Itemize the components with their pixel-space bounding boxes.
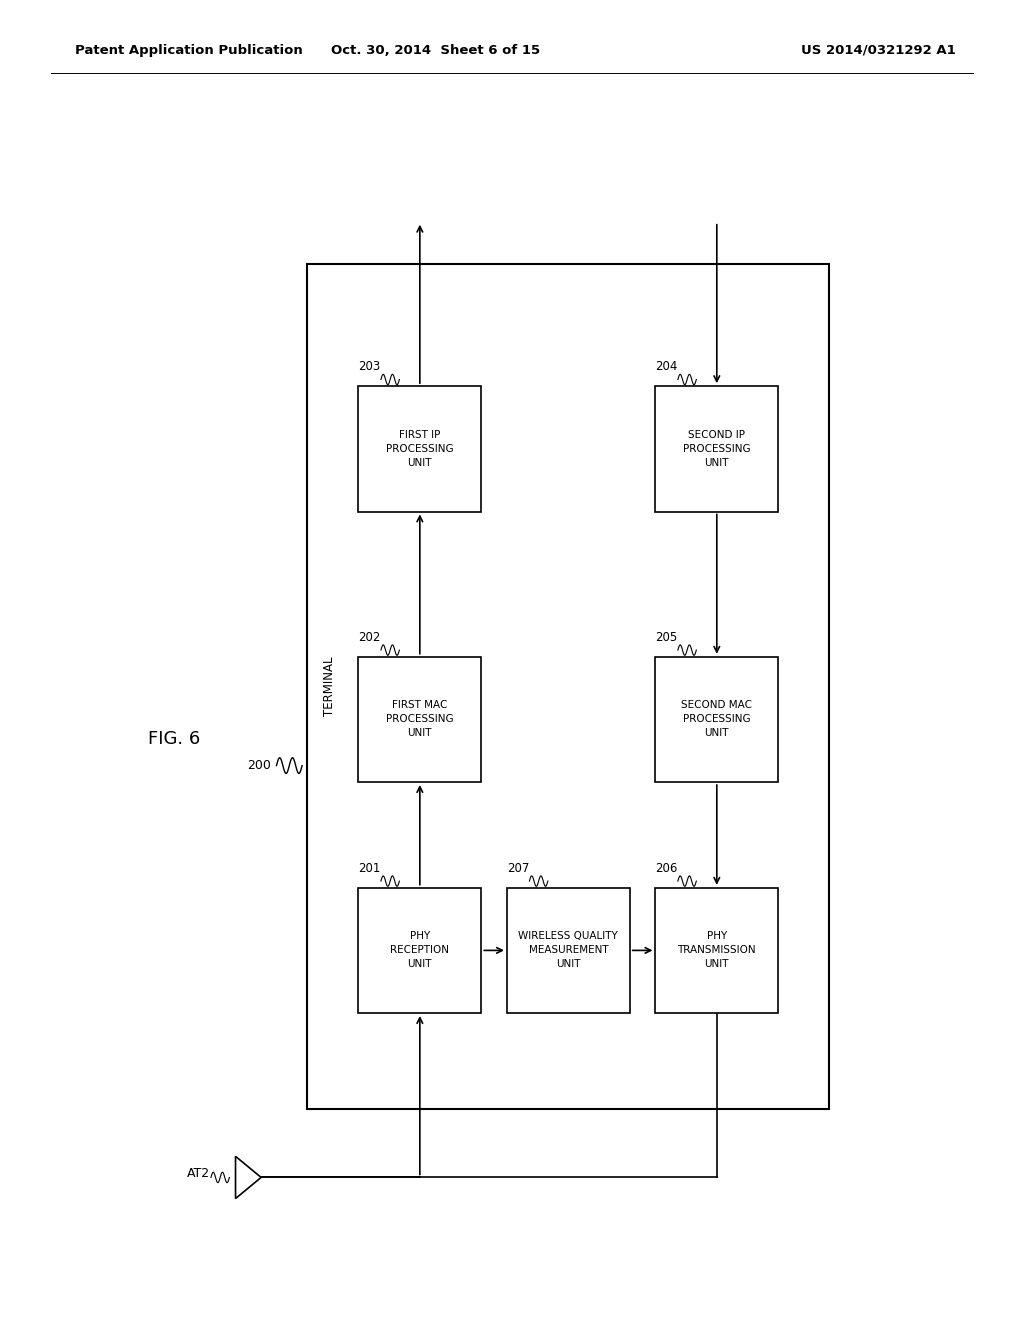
Text: 206: 206 xyxy=(655,862,678,874)
Bar xyxy=(307,264,829,1109)
Bar xyxy=(655,387,778,512)
Text: Oct. 30, 2014  Sheet 6 of 15: Oct. 30, 2014 Sheet 6 of 15 xyxy=(331,44,540,57)
Bar xyxy=(655,657,778,781)
Bar xyxy=(358,887,481,1014)
Text: 200: 200 xyxy=(248,759,271,772)
Text: 204: 204 xyxy=(655,360,678,374)
Text: FIRST IP
PROCESSING
UNIT: FIRST IP PROCESSING UNIT xyxy=(386,430,454,467)
Text: PHY
TRANSMISSION
UNIT: PHY TRANSMISSION UNIT xyxy=(678,932,756,969)
Text: SECOND MAC
PROCESSING
UNIT: SECOND MAC PROCESSING UNIT xyxy=(681,701,753,738)
Text: SECOND IP
PROCESSING
UNIT: SECOND IP PROCESSING UNIT xyxy=(683,430,751,467)
Bar xyxy=(655,887,778,1014)
Text: WIRELESS QUALITY
MEASUREMENT
UNIT: WIRELESS QUALITY MEASUREMENT UNIT xyxy=(518,932,618,969)
Text: TERMINAL: TERMINAL xyxy=(324,656,336,717)
Text: 201: 201 xyxy=(358,862,381,874)
Text: 203: 203 xyxy=(358,360,381,374)
Bar xyxy=(507,887,630,1014)
Text: 205: 205 xyxy=(655,631,678,644)
Text: FIG. 6: FIG. 6 xyxy=(148,730,201,748)
Text: PHY
RECEPTION
UNIT: PHY RECEPTION UNIT xyxy=(390,932,450,969)
Text: 207: 207 xyxy=(507,862,529,874)
Bar xyxy=(358,387,481,512)
Text: 202: 202 xyxy=(358,631,381,644)
Text: US 2014/0321292 A1: US 2014/0321292 A1 xyxy=(801,44,956,57)
Text: AT2: AT2 xyxy=(186,1167,210,1180)
Text: Patent Application Publication: Patent Application Publication xyxy=(75,44,302,57)
Text: FIRST MAC
PROCESSING
UNIT: FIRST MAC PROCESSING UNIT xyxy=(386,701,454,738)
Bar xyxy=(358,657,481,781)
